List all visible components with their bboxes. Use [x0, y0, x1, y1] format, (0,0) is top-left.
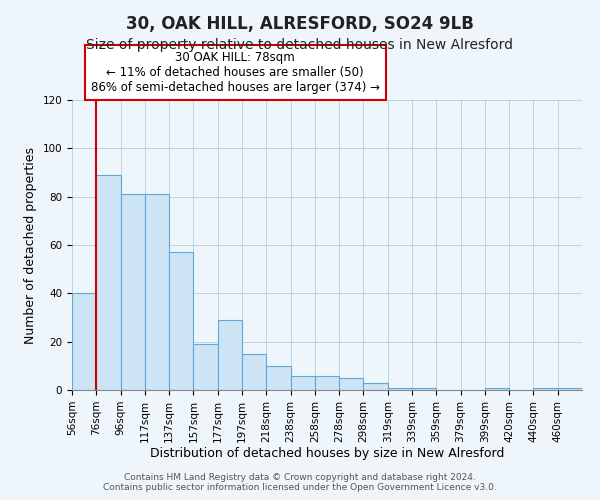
Text: Contains HM Land Registry data © Crown copyright and database right 2024.
Contai: Contains HM Land Registry data © Crown c… [103, 473, 497, 492]
Bar [145, 194, 169, 390]
Bar [218, 320, 242, 390]
Bar [290, 376, 315, 390]
Bar [169, 252, 193, 390]
Text: 30, OAK HILL, ALRESFORD, SO24 9LB: 30, OAK HILL, ALRESFORD, SO24 9LB [126, 15, 474, 33]
Bar [121, 194, 145, 390]
Text: 30 OAK HILL: 78sqm
← 11% of detached houses are smaller (50)
86% of semi-detache: 30 OAK HILL: 78sqm ← 11% of detached hou… [91, 51, 380, 94]
Bar [485, 388, 509, 390]
Bar [72, 294, 96, 390]
Bar [558, 388, 582, 390]
Bar [315, 376, 339, 390]
Bar [266, 366, 290, 390]
X-axis label: Distribution of detached houses by size in New Alresford: Distribution of detached houses by size … [150, 448, 504, 460]
Y-axis label: Number of detached properties: Number of detached properties [24, 146, 37, 344]
Bar [339, 378, 364, 390]
Bar [388, 388, 412, 390]
Bar [412, 388, 436, 390]
Bar [533, 388, 558, 390]
Bar [96, 175, 121, 390]
Text: Size of property relative to detached houses in New Alresford: Size of property relative to detached ho… [86, 38, 514, 52]
Bar [193, 344, 218, 390]
Bar [242, 354, 266, 390]
Bar [364, 383, 388, 390]
